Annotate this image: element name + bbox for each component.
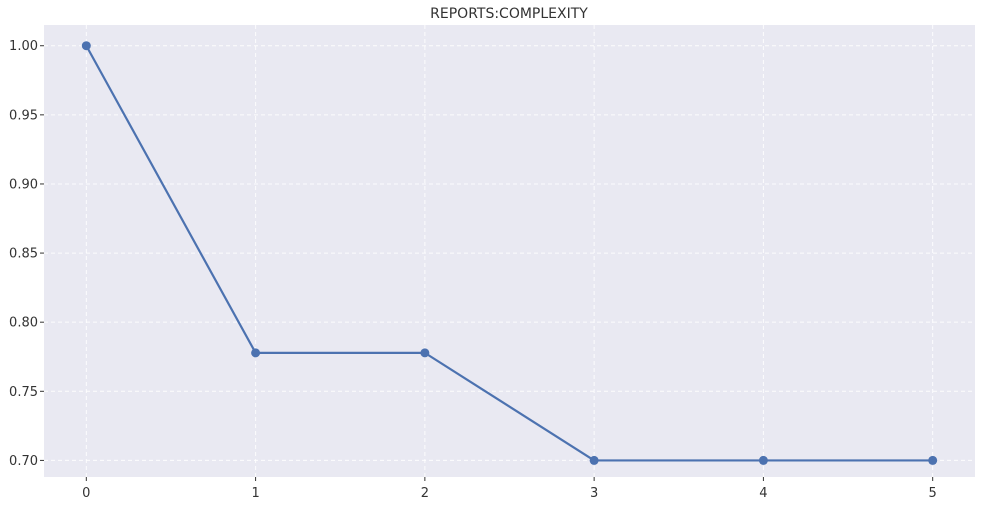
- series-group: [81, 41, 938, 465]
- grid: [44, 25, 975, 477]
- data-point: [589, 455, 599, 465]
- data-point: [251, 348, 261, 358]
- x-tick-label: 1: [251, 486, 259, 501]
- y-tick-label: 1.00: [9, 39, 38, 54]
- y-tick-label: 0.75: [9, 385, 38, 400]
- x-tick-label: 3: [590, 486, 598, 501]
- series-line: [85, 45, 933, 462]
- data-point: [758, 455, 768, 465]
- y-tick-label: 0.70: [9, 454, 38, 469]
- y-axis-ticks: 0.70 0.75 0.80 0.85 0.90 0.95 1.00: [9, 39, 44, 469]
- y-tick-label: 0.80: [9, 316, 38, 331]
- x-tick-label: 4: [759, 486, 767, 501]
- chart-title: REPORTS:COMPLEXITY: [430, 6, 588, 22]
- x-tick-label: 0: [82, 486, 90, 501]
- x-tick-label: 5: [929, 486, 937, 501]
- plot-area: [44, 25, 975, 477]
- data-point: [81, 41, 91, 51]
- y-tick-label: 0.95: [9, 108, 38, 123]
- y-tick-label: 0.85: [9, 247, 38, 262]
- x-axis-ticks: 0 1 2 3 4 5: [82, 477, 937, 501]
- y-tick-label: 0.90: [9, 177, 38, 192]
- x-tick-label: 2: [421, 486, 429, 501]
- data-point: [420, 348, 430, 358]
- data-point: [928, 455, 938, 465]
